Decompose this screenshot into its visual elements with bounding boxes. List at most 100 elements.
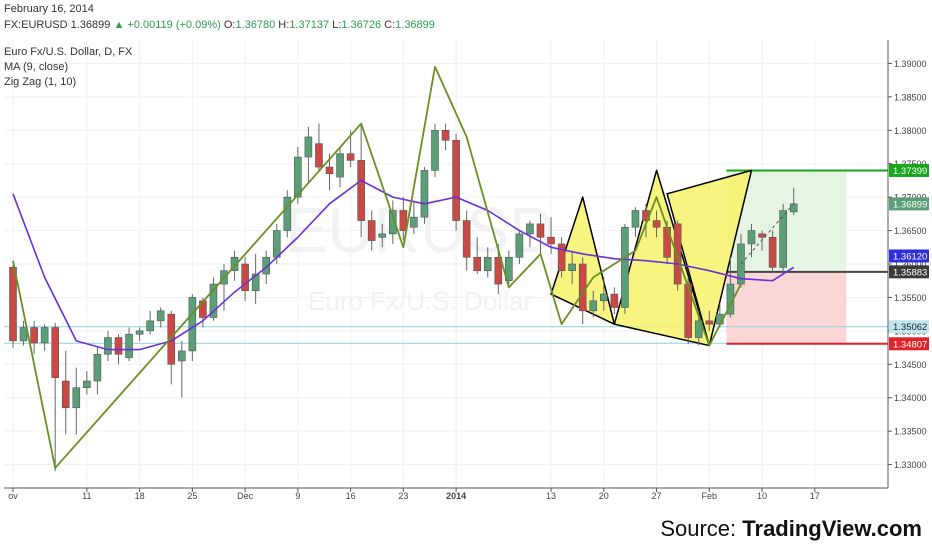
price-change: +0.00119 (+0.09%) — [127, 19, 221, 31]
x-tick-label: 25 — [187, 491, 197, 501]
candle-body — [304, 136, 313, 158]
candle-body — [673, 223, 682, 285]
chart-date: February 16, 2014 — [4, 3, 94, 15]
open-value: 1.36780 — [235, 19, 276, 31]
x-tick-label: 18 — [135, 491, 145, 501]
candle-body — [399, 210, 408, 231]
candle-body — [462, 220, 471, 258]
y-tick-label: 1.38000 — [894, 126, 927, 136]
candle-body — [589, 300, 598, 312]
candle-body — [135, 330, 144, 335]
dashed-trend-line — [740, 203, 795, 265]
candle-body — [473, 257, 482, 271]
loss-zone — [726, 271, 847, 344]
candle-body — [557, 243, 566, 271]
candle-body — [388, 210, 397, 235]
indicator-lines — [12, 65, 795, 469]
candle-body — [610, 293, 619, 308]
y-tick-label: 1.33500 — [894, 427, 927, 437]
price-label-ma_marker: 1.36120 — [893, 251, 927, 262]
candle-body — [694, 320, 703, 338]
price-labels: 1.37399 1.35883 1.34807 1.35062 1.36120 1.368… — [889, 163, 929, 351]
candle-body — [241, 263, 249, 292]
candle-body — [178, 350, 186, 362]
symbol-quote-line: FX:EURUSD 1.36899 ▲ +0.00119 (+0.09%) O:… — [4, 19, 435, 31]
price-label-support: 1.35062 — [893, 322, 927, 333]
candle-body — [294, 156, 302, 198]
price-label-stop: 1.34807 — [893, 339, 927, 350]
candle-body — [441, 129, 450, 141]
candle-body — [599, 293, 608, 302]
x-tick-label: 11 — [82, 491, 91, 501]
candle-body — [188, 297, 197, 352]
zigzag-indicator-label[interactable]: Zig Zag (1, 10) — [4, 76, 77, 88]
candle-body — [621, 226, 629, 308]
candle-body — [684, 283, 693, 338]
x-tick-label: 27 — [652, 491, 662, 501]
candle-body — [61, 380, 70, 409]
candle-body — [547, 236, 555, 245]
candle-body — [283, 196, 292, 231]
candlesticks — [9, 123, 798, 472]
candle-body — [104, 337, 112, 355]
candle-body — [30, 327, 38, 344]
candle-body — [336, 153, 344, 178]
candle-body — [410, 216, 418, 228]
symbol-name[interactable]: FX:EURUSD — [4, 19, 68, 31]
y-tick-label: 1.34500 — [894, 360, 927, 370]
high-label: H: — [278, 19, 290, 31]
source-prefix: Source: — [660, 516, 737, 541]
price-label-target-bg — [889, 163, 929, 177]
candle-body — [9, 267, 17, 342]
y-tick-label: 1.33000 — [894, 460, 927, 470]
y-tick-label: 1.39000 — [894, 59, 927, 69]
candle-body — [83, 380, 91, 389]
price-label-entry-bg — [889, 265, 929, 279]
candle-body — [209, 283, 218, 318]
candle-body — [526, 223, 534, 235]
x-tick-label: 2014 — [446, 491, 466, 501]
candle-body — [483, 257, 492, 271]
candle-body — [325, 166, 334, 175]
candle-body — [431, 129, 439, 171]
source-credit: Source: TradingView.com — [660, 516, 922, 542]
y-tick-label: 1.35500 — [894, 293, 927, 303]
candle-body — [505, 257, 513, 282]
ma-indicator-label[interactable]: MA (9, close) — [4, 61, 69, 73]
candle-body — [114, 337, 123, 355]
candle-body — [93, 353, 102, 382]
price-label-target: 1.37399 — [893, 166, 927, 177]
candle-body — [568, 263, 576, 271]
y-tick-label: 1.38500 — [894, 92, 927, 102]
price-label-stop-bg — [889, 337, 929, 351]
series-title[interactable]: Euro Fx/U.S. Dollar, D, FX — [4, 46, 133, 58]
candle-body — [72, 387, 81, 409]
low-value: 1.36726 — [341, 19, 382, 31]
close-label: C: — [384, 19, 396, 31]
candle-body — [40, 327, 49, 344]
candle-body — [536, 223, 545, 238]
x-tick-label: 10 — [757, 491, 767, 501]
candle-body — [272, 230, 281, 258]
y-tick-label: 1.34000 — [894, 393, 927, 403]
candle-body — [156, 310, 165, 322]
y-tick-label: 1.36000 — [894, 260, 927, 270]
x-tick-label: 20 — [599, 491, 609, 501]
x-tick-label: ov — [8, 491, 18, 501]
candle-body — [357, 160, 365, 221]
candle-body — [779, 210, 787, 268]
up-arrow-icon: ▲ — [113, 19, 125, 31]
candle-body — [631, 210, 640, 228]
source-brand: TradingView.com — [742, 516, 922, 541]
low-label: L: — [332, 19, 342, 31]
candle-body — [230, 257, 239, 271]
x-tick-label: 16 — [346, 491, 356, 501]
trade-zones — [726, 170, 847, 344]
candle-body — [768, 236, 777, 268]
x-tick-label: 17 — [810, 491, 820, 501]
candle-body — [51, 327, 60, 378]
candle-body — [578, 263, 587, 312]
x-tick-label: 23 — [398, 491, 408, 501]
